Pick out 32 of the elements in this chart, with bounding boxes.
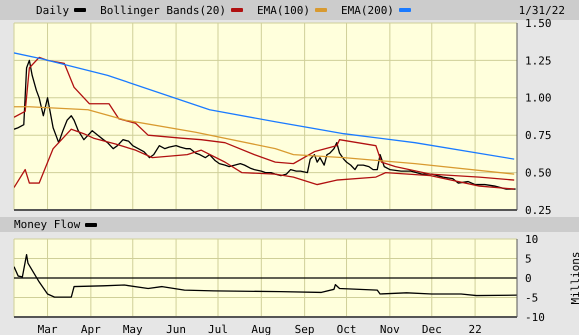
y-tick-label: 1.25 bbox=[525, 54, 552, 68]
y-tick-label: 0.75 bbox=[525, 129, 552, 142]
legend-label: Daily bbox=[36, 4, 70, 16]
legend-label: EMA(100) bbox=[256, 4, 310, 16]
y-tick-label: 10 bbox=[525, 232, 538, 246]
legend-label: EMA(200) bbox=[340, 4, 394, 16]
x-tick-label: Jun bbox=[166, 322, 186, 335]
legend-label: Bollinger Bands(20) bbox=[100, 4, 226, 16]
x-tick-label: Apr bbox=[80, 322, 102, 335]
text: 1/31/22 bbox=[518, 4, 565, 16]
x-tick-label: Oct bbox=[336, 322, 356, 335]
x-tick-label: May bbox=[122, 322, 144, 335]
x-tick-label: 22 bbox=[468, 322, 482, 335]
y-tick-label: 0.25 bbox=[525, 204, 552, 217]
x-tick-label: Sep bbox=[294, 322, 315, 335]
y-tick-label: -10 bbox=[525, 310, 545, 324]
x-tick-label: Mar bbox=[38, 322, 58, 335]
y-tick-label: 0 bbox=[525, 272, 532, 285]
y-tick-label: 0.50 bbox=[525, 166, 552, 180]
line-series bbox=[14, 52, 515, 160]
y-tick-label: 1.00 bbox=[525, 92, 552, 105]
y-tick-label: 1.50 bbox=[525, 16, 552, 30]
line-series bbox=[14, 254, 517, 298]
line-series bbox=[14, 106, 515, 175]
x-tick-label: Dec bbox=[422, 322, 442, 335]
x-tick-label: Aug bbox=[251, 322, 272, 335]
y-axis-title: Millions bbox=[568, 252, 579, 304]
x-tick-label: Nov bbox=[380, 322, 400, 335]
legend-label: Money Flow bbox=[14, 218, 80, 231]
y-tick-label: -5 bbox=[525, 291, 538, 304]
x-tick-label: Jul bbox=[208, 322, 228, 335]
y-tick-label: 5 bbox=[525, 252, 532, 266]
